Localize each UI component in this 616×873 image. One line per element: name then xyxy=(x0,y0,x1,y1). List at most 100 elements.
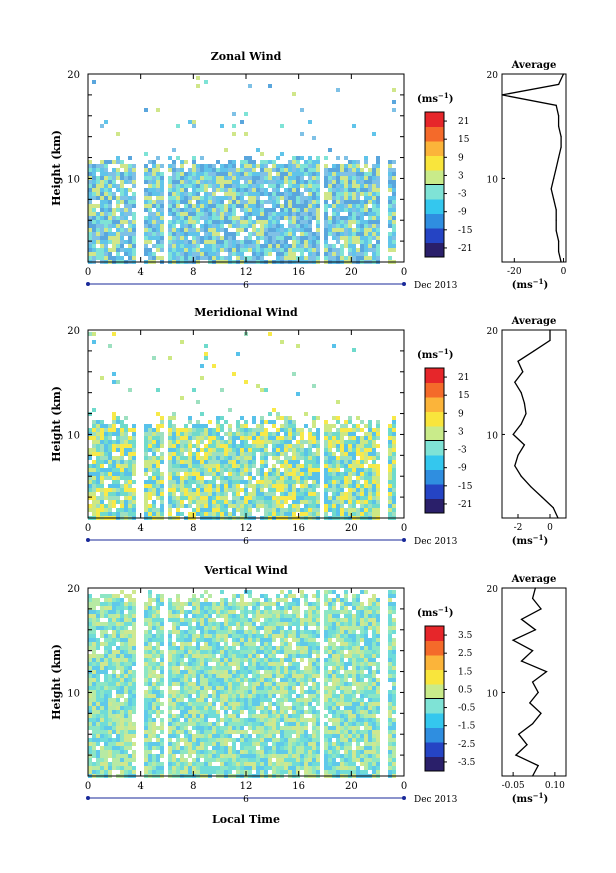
colorbar-tick-vertical-2: 1.5 xyxy=(458,667,473,677)
avg-profile-point-zonal-7 xyxy=(550,188,552,190)
colorbar-seg-meridional-6 xyxy=(425,411,444,427)
date-bar-start-vertical xyxy=(86,796,90,800)
avg-xtick-label-vertical-0: -0.05 xyxy=(502,781,525,791)
date-marker-meridional: 6 xyxy=(243,537,249,547)
avg-profile-point-meridional-0 xyxy=(557,517,559,519)
avg-profile-point-meridional-4 xyxy=(520,475,522,477)
colorbar-tick-zonal-3: 3 xyxy=(458,171,464,181)
colorbar-seg-zonal-2 xyxy=(425,213,444,229)
date-bar-start-meridional xyxy=(86,538,90,542)
avg-profile-point-vertical-5 xyxy=(532,723,534,725)
colorbar-tick-meridional-4: -3 xyxy=(458,446,467,456)
avg-title-vertical: Average xyxy=(511,574,557,585)
avg-profile-point-zonal-18 xyxy=(562,73,565,75)
ylabel-vertical: Height (km) xyxy=(50,644,63,720)
avg-profile-point-zonal-3 xyxy=(555,230,557,232)
colorbar-tick-meridional-6: -15 xyxy=(458,482,473,492)
avg-profile-point-meridional-16 xyxy=(533,350,535,352)
avg-profile-point-zonal-12 xyxy=(560,136,562,138)
xtick-label-meridional-16: 16 xyxy=(292,523,305,534)
colorbar-tick-zonal-0: 21 xyxy=(458,117,469,127)
colorbar-tick-zonal-6: -15 xyxy=(458,226,473,236)
colorbar-seg-vertical-9 xyxy=(425,626,444,641)
avg-profile-point-vertical-11 xyxy=(520,660,523,662)
panel-title-zonal: Zonal Wind xyxy=(211,50,282,63)
avg-profile-point-meridional-17 xyxy=(549,339,551,342)
colorbar-tick-meridional-0: 21 xyxy=(458,373,469,383)
ylabel-zonal: Height (km) xyxy=(50,130,63,206)
avg-profile-line-zonal xyxy=(501,73,565,263)
avg-profile-point-zonal-0 xyxy=(560,261,562,263)
avg-profile-point-zonal-1 xyxy=(558,250,560,253)
avg-profile-point-vertical-7 xyxy=(529,702,531,704)
avg-title-meridional: Average xyxy=(511,316,557,327)
avg-profile-line-meridional xyxy=(512,330,559,519)
avg-profile-point-meridional-6 xyxy=(517,454,519,456)
avg-profile-point-vertical-2 xyxy=(515,754,517,756)
avg-profile-point-zonal-10 xyxy=(558,156,560,159)
avg-profile-point-vertical-18 xyxy=(534,587,536,589)
colorbar-seg-meridional-0 xyxy=(425,498,444,514)
xtick-label-zonal-12: 12 xyxy=(240,267,253,278)
colorbar-seg-vertical-0 xyxy=(425,756,444,772)
colorbar-tick-meridional-7: -21 xyxy=(458,500,473,510)
colorbar-seg-vertical-1 xyxy=(425,742,444,757)
avg-profile-point-vertical-13 xyxy=(512,639,514,641)
xtick-label-zonal-4: 4 xyxy=(137,267,143,278)
avg-profile-point-vertical-3 xyxy=(526,744,528,746)
colorbar-tick-meridional-1: 15 xyxy=(458,391,470,401)
avg-profile-point-zonal-9 xyxy=(555,167,557,169)
colorbar-tick-vertical-4: -0.5 xyxy=(458,704,476,714)
colorbar-seg-vertical-4 xyxy=(425,698,444,714)
colorbar-seg-zonal-5 xyxy=(425,170,444,185)
xtick-label-vertical-20: 20 xyxy=(345,781,358,792)
colorbar-seg-meridional-4 xyxy=(425,440,444,456)
avg-profile-point-zonal-6 xyxy=(553,198,555,200)
avg-profile-point-meridional-15 xyxy=(517,360,519,362)
avg-profile-point-zonal-8 xyxy=(553,177,555,180)
colorbar-tick-zonal-1: 15 xyxy=(458,135,470,145)
date-label-meridional: Dec 2013 xyxy=(414,537,458,547)
xtick-label-zonal-24: 0 xyxy=(401,267,407,278)
ytick-label-zonal-10: 10 xyxy=(67,174,80,185)
avg-profile-point-meridional-12 xyxy=(520,392,522,394)
avg-xtick-label-meridional-1: 0 xyxy=(547,523,553,533)
avg-profile-point-meridional-5 xyxy=(514,465,516,467)
avg-profile-point-meridional-8 xyxy=(512,433,514,436)
colorbar-tick-vertical-3: 0.5 xyxy=(458,685,473,695)
panel-title-meridional: Meridional Wind xyxy=(194,306,298,319)
colorbar-seg-zonal-9 xyxy=(425,112,444,127)
colorbar-tick-zonal-4: -3 xyxy=(458,190,467,200)
colorbar-seg-zonal-6 xyxy=(425,155,444,171)
colorbar-seg-zonal-7 xyxy=(425,141,444,156)
xtick-label-zonal-0: 0 xyxy=(85,267,91,278)
avg-xtick-label-zonal-0: -20 xyxy=(507,267,522,277)
heatmap-cells-meridional xyxy=(88,332,396,520)
xtick-label-vertical-24: 0 xyxy=(401,781,407,792)
avg-profile-point-vertical-9 xyxy=(532,681,534,683)
colorbar-seg-vertical-6 xyxy=(425,669,444,685)
avg-frame-zonal xyxy=(501,73,567,263)
colorbar-seg-zonal-4 xyxy=(425,184,444,200)
avg-frame-meridional xyxy=(501,329,567,519)
avg-profile-point-vertical-4 xyxy=(518,733,520,735)
heatmap-cells-zonal xyxy=(88,76,396,264)
colorbar-tick-meridional-5: -9 xyxy=(458,464,467,474)
colorbar-seg-meridional-5 xyxy=(425,426,444,441)
xtick-label-zonal-16: 16 xyxy=(292,267,305,278)
date-bar-end-meridional xyxy=(402,538,406,542)
avg-profile-point-zonal-17 xyxy=(558,83,560,86)
avg-profile-point-meridional-11 xyxy=(523,402,526,404)
ytick-label-vertical-20: 20 xyxy=(67,584,80,595)
ytick-label-meridional-20: 20 xyxy=(67,326,80,337)
avg-profile-point-vertical-16 xyxy=(540,608,542,610)
avg-profile-point-zonal-15 xyxy=(555,104,557,106)
avg-ytick-label-meridional-20: 20 xyxy=(487,327,499,337)
avg-unit-vertical: (ms−1) xyxy=(512,791,548,805)
colorbar-seg-meridional-2 xyxy=(425,469,444,485)
avg-profile-point-meridional-2 xyxy=(541,496,543,498)
avg-profile-point-zonal-2 xyxy=(558,240,560,242)
avg-profile-point-vertical-0 xyxy=(532,775,534,777)
colorbar-unit-meridional: (ms−1) xyxy=(417,347,453,361)
colorbar-seg-meridional-9 xyxy=(425,368,444,383)
